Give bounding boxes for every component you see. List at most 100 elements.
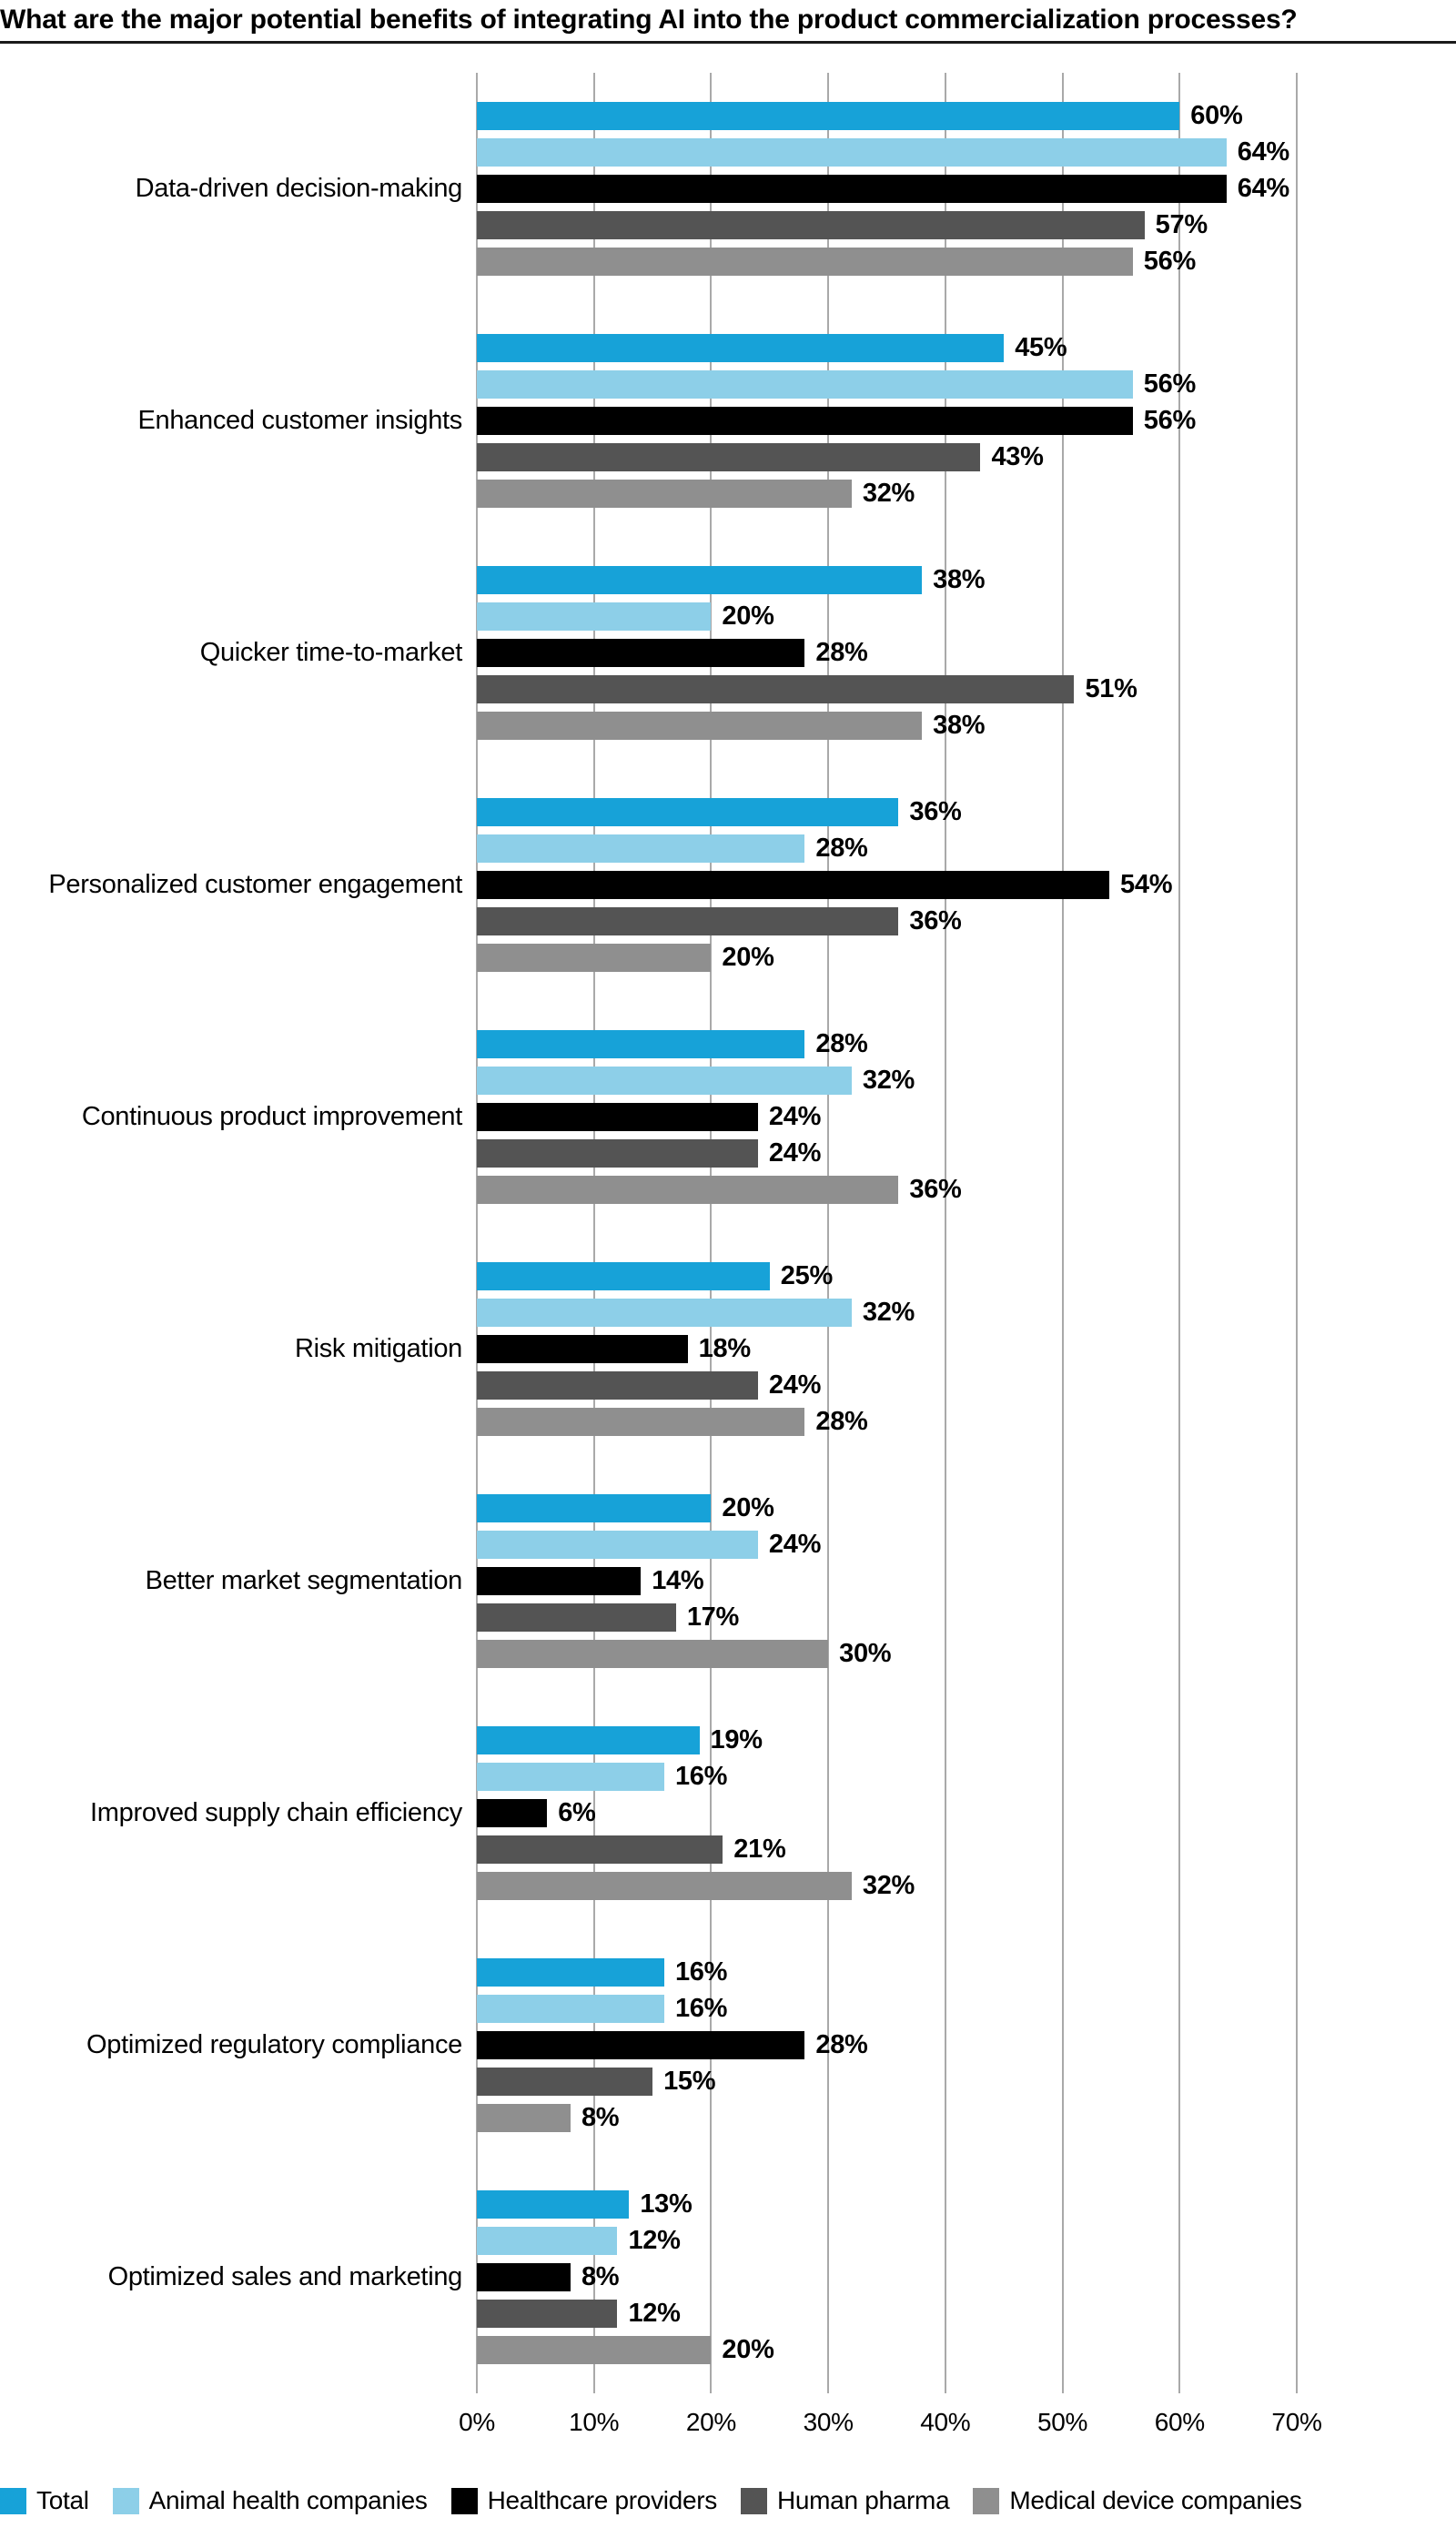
bar-group: 16% 16% 28% 15% 8%	[477, 1929, 1297, 2161]
bar	[477, 871, 1110, 899]
bar	[477, 798, 899, 826]
bar	[477, 443, 981, 471]
bar-row: 57%	[477, 210, 1297, 239]
bar-row: 17%	[477, 1603, 1297, 1632]
value-label: 56%	[1143, 247, 1196, 276]
bar	[477, 2336, 712, 2364]
value-label: 16%	[674, 1957, 728, 1987]
bar-row: 21%	[477, 1835, 1297, 1864]
bar-row: 16%	[477, 1762, 1297, 1791]
value-label: 28%	[815, 834, 868, 863]
bar	[477, 2300, 618, 2328]
bar-group: 20% 24% 14% 17% 30%	[477, 1465, 1297, 1697]
bar	[477, 675, 1075, 703]
value-label: 24%	[768, 1102, 822, 1131]
bar-row: 14%	[477, 1566, 1297, 1595]
bar	[477, 566, 923, 594]
bar-group: 28% 32% 24% 24% 36%	[477, 1001, 1297, 1233]
value-label: 28%	[815, 638, 868, 667]
bar	[477, 1176, 899, 1204]
gridline	[1061, 73, 1064, 2393]
category-group: Data-driven decision-making 60% 64% 64% 57% 5…	[0, 73, 1456, 305]
bar-row: 43%	[477, 442, 1297, 471]
bar-row: 45%	[477, 333, 1297, 362]
category-group: Better market segmentation 20% 24% 14% 17% 30…	[0, 1465, 1456, 1697]
bar-row: 15%	[477, 2067, 1297, 2096]
category-label: Improved supply chain efficiency	[90, 1797, 462, 1827]
legend-swatch	[740, 2487, 767, 2514]
bar	[477, 1494, 712, 1522]
bar	[477, 334, 1005, 362]
legend-label: Human pharma	[776, 2486, 950, 2514]
value-label: 28%	[815, 2030, 868, 2059]
value-label: 20%	[722, 602, 774, 631]
value-label: 12%	[628, 2299, 681, 2328]
value-label: 32%	[862, 1871, 915, 1900]
x-tick-label: 50%	[1036, 2408, 1088, 2436]
bar	[477, 712, 923, 740]
bar	[477, 1799, 548, 1827]
bar-row: 28%	[477, 1029, 1297, 1058]
bar-row: 16%	[477, 1994, 1297, 2023]
legend-label: Medical device companies	[1009, 2486, 1302, 2514]
value-label: 20%	[722, 943, 774, 972]
value-label: 13%	[640, 2189, 693, 2219]
bar	[477, 1139, 758, 1168]
plot-area: Data-driven decision-making 60% 64% 64% 57% 5…	[0, 73, 1456, 2393]
bar	[477, 602, 712, 631]
legend-swatch	[112, 2487, 139, 2514]
legend-swatch	[0, 2487, 26, 2514]
bar-row: 30%	[477, 1639, 1297, 1668]
bar	[477, 1567, 642, 1595]
bar	[477, 1371, 758, 1400]
value-label: 36%	[909, 906, 962, 935]
x-tick-label: 10%	[569, 2408, 620, 2436]
bar	[477, 175, 1227, 203]
bar-row: 19%	[477, 1725, 1297, 1754]
x-axis: 0% 10% 20% 30% 40% 50% 60% 70%	[459, 2408, 1322, 2444]
category-group: Quicker time-to-market 38% 20% 28% 51% 38%	[0, 537, 1456, 769]
category-label: Enhanced customer insights	[137, 405, 462, 435]
value-label: 18%	[698, 1334, 751, 1363]
bar	[477, 834, 805, 863]
bar	[477, 2190, 630, 2219]
legend-label: Total	[36, 2486, 89, 2514]
bar-group: 25% 32% 18% 24% 28%	[477, 1233, 1297, 1465]
value-label: 38%	[933, 711, 986, 740]
bar-row: 60%	[477, 101, 1297, 130]
bar	[477, 944, 712, 972]
bar-group: 36% 28% 54% 36% 20%	[477, 769, 1297, 1001]
category-label: Data-driven decision-making	[135, 173, 463, 203]
category-group: Personalized customer engagement 36% 28% 54…	[0, 769, 1456, 1001]
bar	[477, 1067, 852, 1095]
bar	[477, 1872, 852, 1900]
grid-layer	[476, 73, 1298, 2393]
bar	[477, 1640, 829, 1668]
value-label: 64%	[1237, 174, 1289, 203]
value-label: 32%	[862, 479, 915, 508]
bar	[477, 211, 1145, 239]
value-label: 32%	[862, 1066, 915, 1095]
category-group: Optimized sales and marketing 13% 12% 8% 12%…	[0, 2161, 1456, 2393]
legend-swatch	[450, 2487, 478, 2514]
bar-row: 38%	[477, 711, 1297, 740]
bar	[477, 1763, 664, 1791]
bar-row: 54%	[477, 870, 1297, 899]
bar-group: 45% 56% 56% 43% 32%	[477, 305, 1297, 537]
bar-row: 24%	[477, 1530, 1297, 1559]
x-tick-label: 60%	[1154, 2408, 1205, 2436]
bar-row: 64%	[477, 174, 1297, 203]
bar-row: 32%	[477, 1298, 1297, 1327]
value-label: 24%	[768, 1530, 822, 1559]
value-label: 28%	[815, 1029, 868, 1058]
bar-row: 32%	[477, 479, 1297, 508]
category-label: Optimized regulatory compliance	[86, 2029, 462, 2059]
bar	[477, 1726, 700, 1754]
bar	[477, 370, 1133, 399]
bar-group: 38% 20% 28% 51% 38%	[477, 537, 1297, 769]
bar-row: 36%	[477, 906, 1297, 935]
value-label: 20%	[722, 1493, 774, 1522]
bar	[477, 407, 1133, 435]
bar-row: 20%	[477, 1493, 1297, 1522]
value-label: 25%	[780, 1261, 833, 1290]
